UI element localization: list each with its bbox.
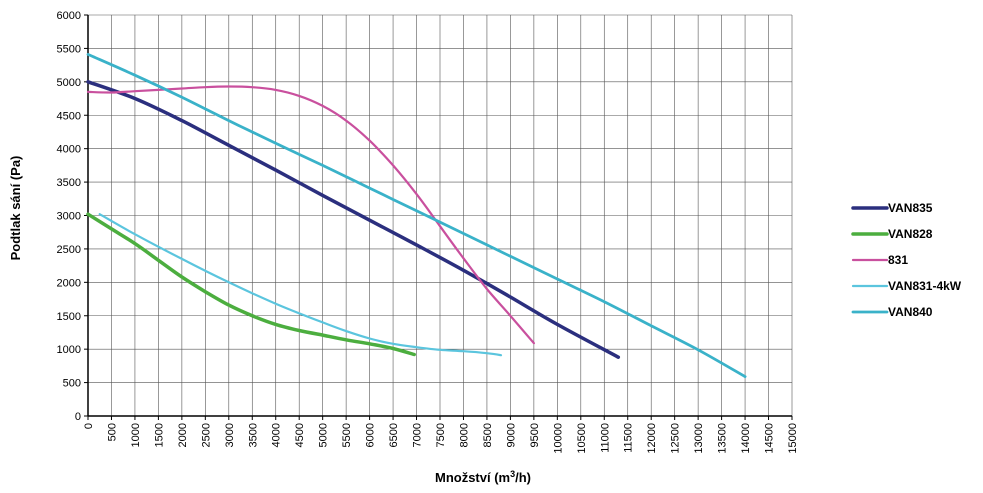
y-axis-title: Podtlak sání (Pa) xyxy=(8,156,23,261)
series-line-van835 xyxy=(86,80,621,359)
x-tick-label: 13000 xyxy=(693,423,705,454)
y-tick-label: 3000 xyxy=(57,211,81,223)
x-tick-label: 12500 xyxy=(670,423,682,454)
x-tick-label: 11000 xyxy=(599,423,611,453)
x-axis-title: Množství (m3/h) xyxy=(435,469,531,485)
x-tick-label: 4000 xyxy=(271,423,283,447)
x-tick-label: 1000 xyxy=(130,423,142,447)
x-tick-label: 8000 xyxy=(458,423,470,447)
x-tick-label: 11500 xyxy=(623,423,635,453)
tick-labels: 0500100015002000250030003500400045005000… xyxy=(57,10,799,454)
y-tick-label: 1000 xyxy=(57,344,81,356)
y-tick-label: 5500 xyxy=(57,43,81,55)
y-tick-label: 2000 xyxy=(57,277,81,289)
series-line-831 xyxy=(86,85,535,345)
series-lines xyxy=(86,53,747,378)
x-tick-label: 9000 xyxy=(505,423,517,447)
legend-label-831: 831 xyxy=(888,253,908,267)
x-tick-label: 13500 xyxy=(717,423,729,454)
grid-lines xyxy=(87,14,793,417)
x-tick-label: 9500 xyxy=(529,423,541,447)
axes xyxy=(84,14,793,420)
x-tick-label: 1500 xyxy=(153,423,165,447)
y-tick-label: 5000 xyxy=(57,77,81,89)
legend: VAN835 VAN828 831 VAN831-4kW VAN840 xyxy=(851,201,962,319)
x-tick-label: 6000 xyxy=(365,423,377,447)
x-tick-label: 10000 xyxy=(552,423,564,454)
series-line-van831-4kw xyxy=(98,213,503,357)
x-tick-label: 500 xyxy=(106,423,118,441)
series-line-van840 xyxy=(86,53,747,378)
x-tick-label: 4500 xyxy=(294,423,306,447)
series-line-van828 xyxy=(86,212,416,357)
x-tick-label: 12000 xyxy=(646,423,658,454)
x-tick-label: 10500 xyxy=(576,423,588,454)
y-tick-label: 2500 xyxy=(57,244,81,256)
legend-label-van828: VAN828 xyxy=(888,227,933,241)
x-tick-label: 14000 xyxy=(740,423,752,454)
x-tick-label: 5000 xyxy=(318,423,330,447)
x-axis-title-sup: 3 xyxy=(510,469,515,479)
x-tick-label: 3000 xyxy=(224,423,236,447)
x-tick-label: 8500 xyxy=(482,423,494,447)
x-tick-label: 0 xyxy=(83,423,95,429)
y-tick-label: 0 xyxy=(75,411,81,423)
x-tick-label: 2500 xyxy=(200,423,212,447)
legend-label-van840: VAN840 xyxy=(888,305,933,319)
y-tick-label: 4000 xyxy=(57,144,81,156)
y-tick-label: 500 xyxy=(63,378,81,390)
y-tick-label: 6000 xyxy=(57,10,81,22)
x-tick-label: 5500 xyxy=(341,423,353,447)
y-tick-label: 1500 xyxy=(57,311,81,323)
x-tick-label: 15000 xyxy=(787,423,799,454)
y-tick-label: 4500 xyxy=(57,110,81,122)
x-tick-label: 7000 xyxy=(412,423,424,447)
x-axis-title-main: Množství (m xyxy=(435,470,510,485)
x-tick-label: 2000 xyxy=(177,423,189,447)
y-tick-label: 3500 xyxy=(57,177,81,189)
x-tick-label: 3500 xyxy=(247,423,259,447)
legend-label-van835: VAN835 xyxy=(888,201,933,215)
x-tick-label: 6500 xyxy=(388,423,400,447)
x-axis-title-end: /h) xyxy=(515,470,531,485)
legend-label-van831-4kw: VAN831-4kW xyxy=(888,279,962,293)
x-tick-label: 7500 xyxy=(435,423,447,447)
x-tick-label: 14500 xyxy=(764,423,776,454)
